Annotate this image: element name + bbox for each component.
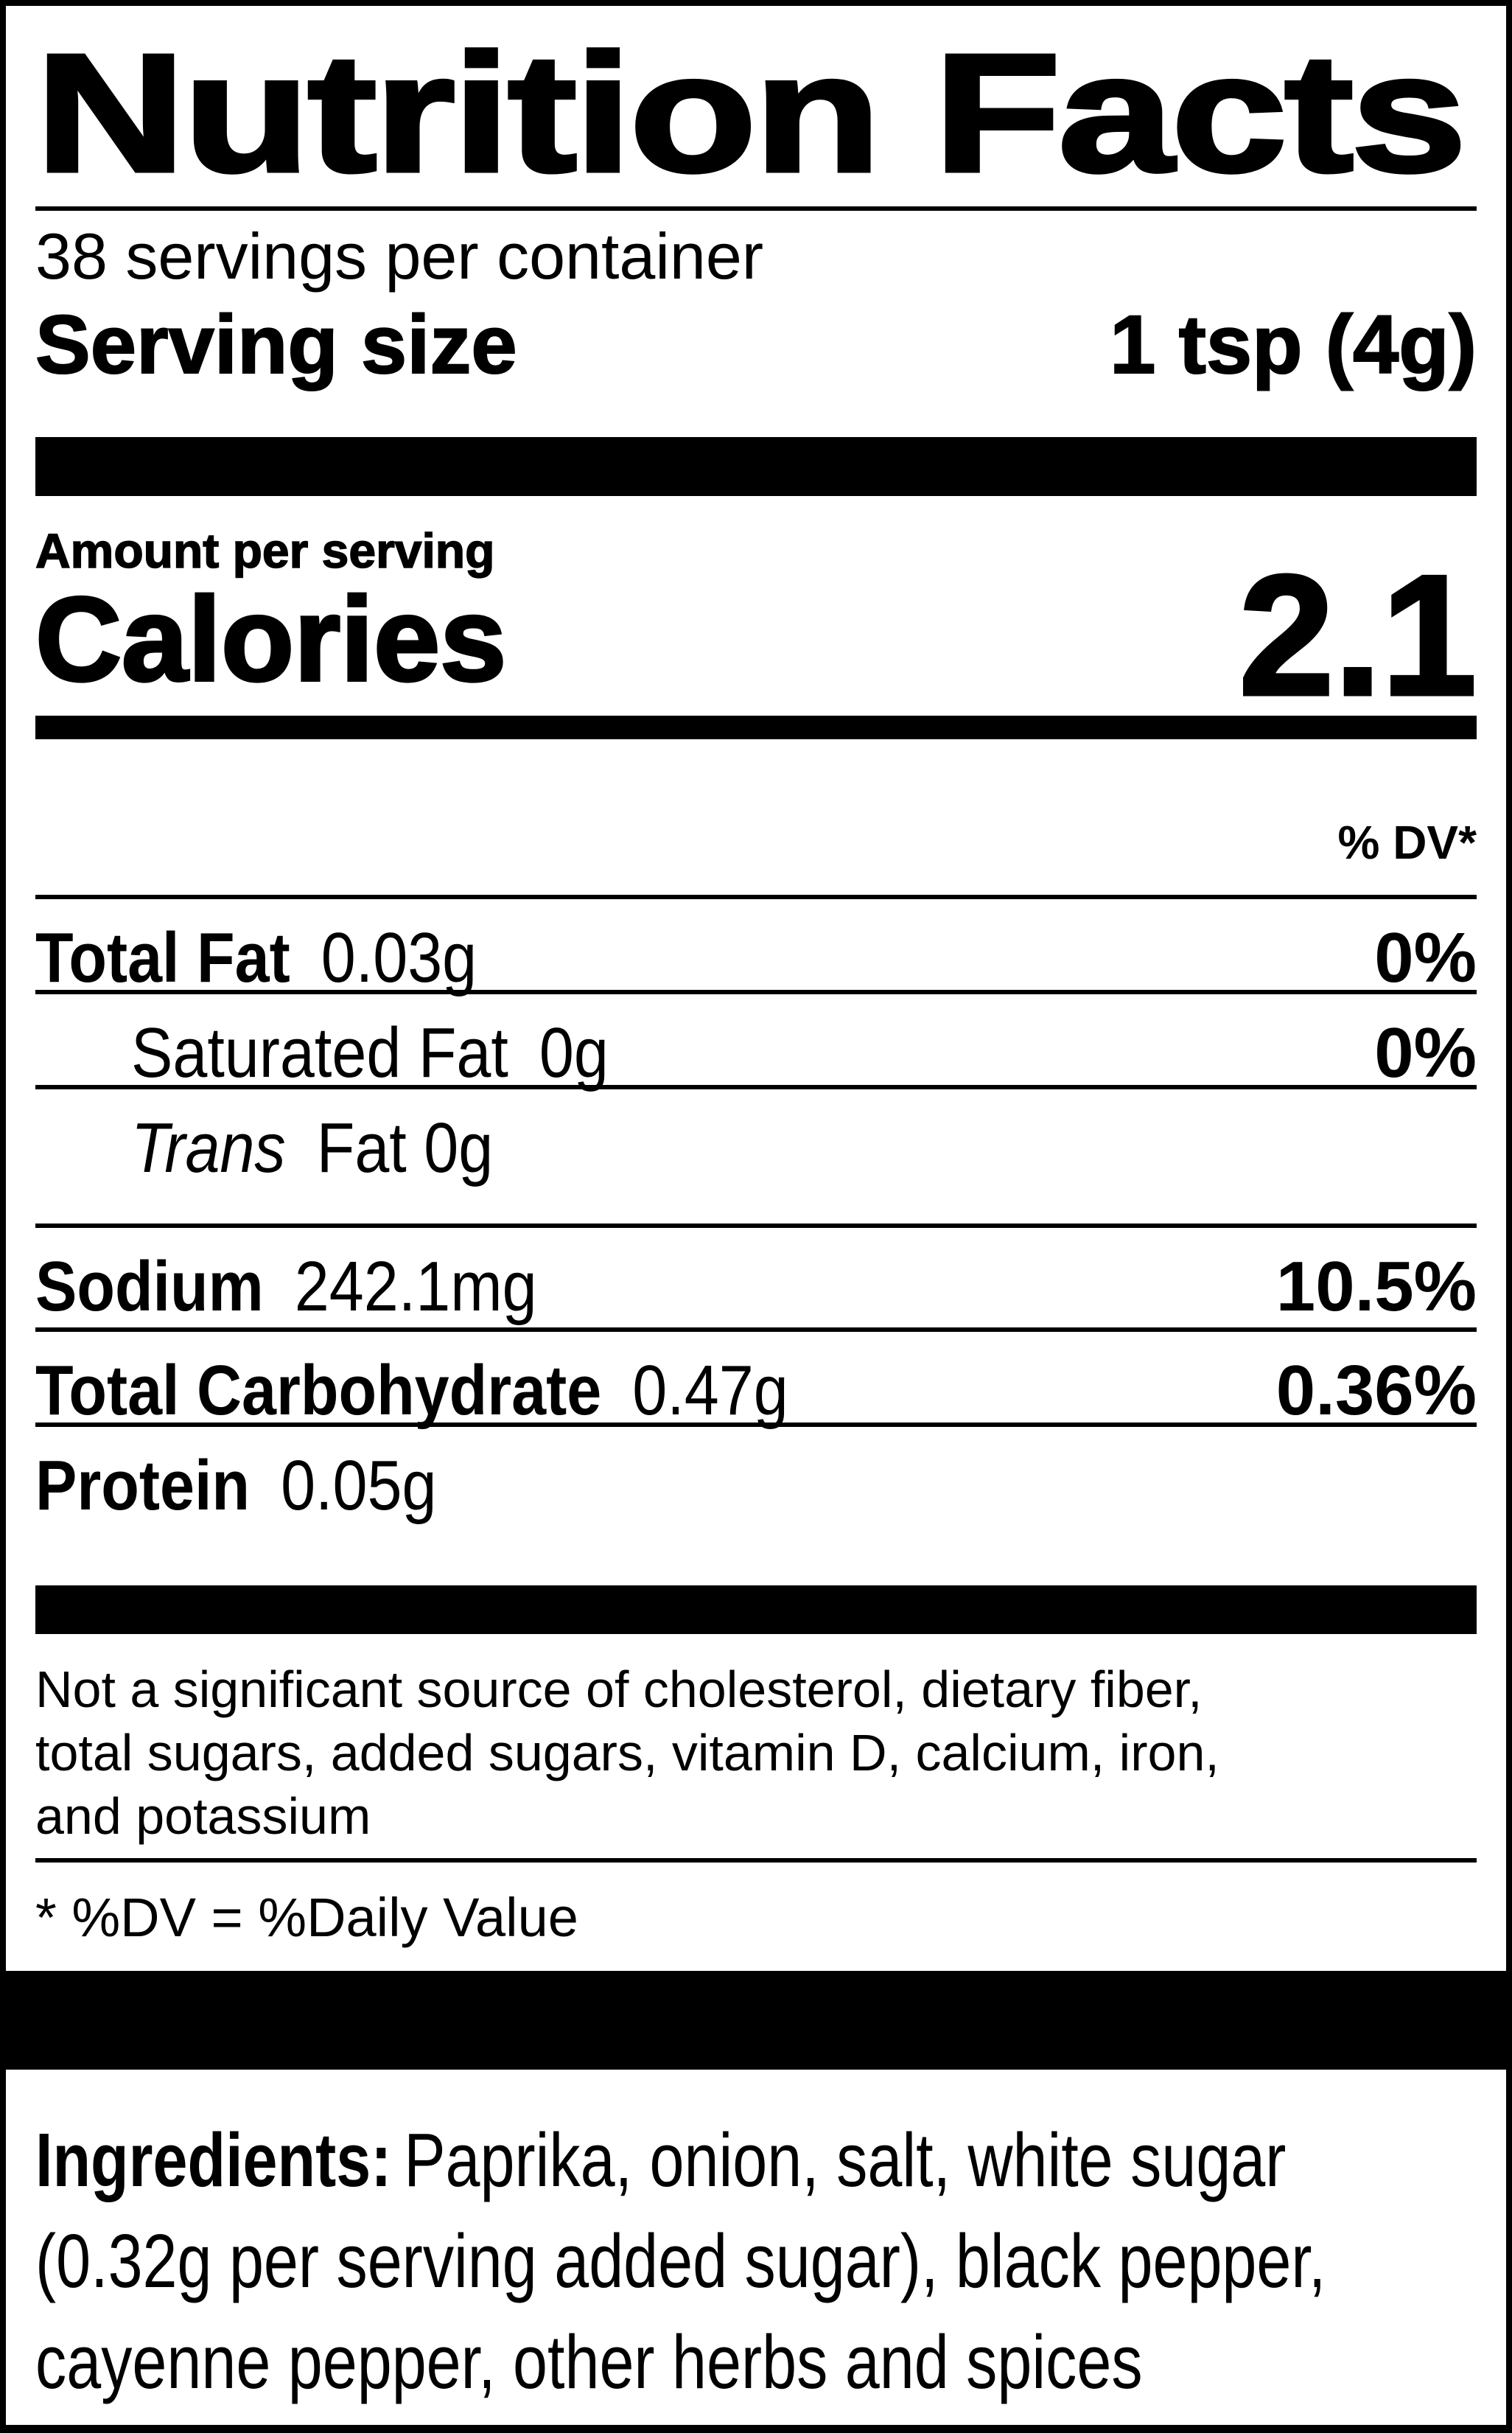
nutrient-row-sodium: Sodium 242.1mg 10.5% — [35, 1228, 1477, 1327]
calories-value: 2.1 — [1237, 540, 1479, 731]
nutrient-dv: 0% — [1374, 1013, 1477, 1092]
nutrient-row-saturated-fat: Saturated Fat 0g 0% — [35, 994, 1477, 1090]
divider-rule — [35, 206, 1477, 211]
ingredients-divider-band — [6, 1971, 1506, 2070]
ingredients-label: Ingredients: — [35, 2118, 392, 2202]
nutrient-amount: 242.1mg — [294, 1247, 537, 1326]
nutrient-left: Total Carbohydrate 0.47g — [35, 1354, 788, 1428]
daily-value-header: % DV* — [1337, 816, 1477, 869]
nutrient-name: Total Carbohydrate — [35, 1351, 602, 1430]
divider-rule — [35, 1858, 1477, 1863]
separator-bar-medium — [35, 716, 1477, 739]
daily-value-footnote: * %DV = %Daily Value — [35, 1887, 578, 1948]
serving-size-row: Serving size 1 tsp (4g) — [35, 299, 1477, 391]
ingredients-section: Ingredients: Paprika, onion, salt, white … — [35, 2109, 1477, 2412]
ingredients-line: cayenne pepper, other herbs and spices — [35, 2311, 1477, 2412]
nutrient-left: Protein 0.05g — [35, 1449, 436, 1523]
nutrient-row-total-fat: Total Fat 0.03g 0% — [35, 899, 1477, 995]
nutrient-left: Trans Fat 0g — [131, 1111, 493, 1185]
ingredients-text: cayenne pepper, other herbs and spices — [35, 2319, 1143, 2404]
divider-rule — [35, 1327, 1477, 1332]
calories-row: Calories 2.1 — [34, 540, 1479, 731]
label-title: Nutrition Facts — [33, 20, 1469, 207]
ingredients-line: (0.32g per serving added sugar), black p… — [35, 2210, 1477, 2311]
nutrient-name: Saturated Fat — [131, 1013, 508, 1092]
amount-per-serving: Amount per serving — [35, 523, 495, 578]
label-title-wrap: Nutrition Facts — [33, 20, 1477, 207]
nutrient-dv: 10.5% — [1275, 1247, 1477, 1326]
nutrient-amount: 0.47g — [632, 1351, 788, 1430]
nutrient-name: Total Fat — [35, 918, 290, 997]
note-line: Not a significant source of cholesterol,… — [35, 1661, 1203, 1718]
label-content: Nutrition Facts 38 servings per containe… — [6, 20, 1506, 2412]
ingredients-line: Ingredients: Paprika, onion, salt, white … — [35, 2109, 1477, 2210]
divider-rule — [35, 1423, 1477, 1427]
nutrient-dv: 0.36% — [1275, 1351, 1477, 1430]
nutrient-amount: Fat 0g — [316, 1109, 494, 1187]
nutrient-amount: 0.05g — [281, 1446, 437, 1525]
serving-size-label: Serving size — [35, 299, 518, 391]
nutrient-amount: 0g — [539, 1013, 609, 1092]
divider-rule — [35, 895, 1477, 899]
nutrient-row-trans-fat: Trans Fat 0g — [35, 1089, 1477, 1224]
nutrient-row-total-carbohydrate: Total Carbohydrate 0.47g 0.36% — [35, 1332, 1477, 1428]
separator-bar-thick — [35, 437, 1477, 496]
ingredients-text: Paprika, onion, salt, white sugar — [404, 2118, 1287, 2202]
separator-bar-bottom — [35, 1585, 1477, 1634]
nutrient-left: Total Fat 0.03g — [35, 921, 477, 995]
nutrient-name: Trans — [131, 1109, 286, 1187]
note-line: total sugars, added sugars, vitamin D, c… — [35, 1724, 1219, 1781]
divider-rule — [35, 1085, 1477, 1089]
nutrient-amount: 0.03g — [321, 918, 477, 997]
divider-rule — [35, 1224, 1477, 1228]
calories-label: Calories — [34, 573, 508, 706]
nutrient-left: Sodium 242.1mg — [35, 1250, 537, 1324]
divider-rule — [35, 990, 1477, 994]
nutrient-left: Saturated Fat 0g — [131, 1016, 609, 1090]
servings-per-container: 38 servings per container — [35, 220, 764, 293]
nutrient-dv: 0% — [1374, 918, 1477, 997]
not-significant-source-note: Not a significant source of cholesterol,… — [35, 1658, 1477, 1848]
serving-size-value: 1 tsp (4g) — [1109, 299, 1477, 391]
nutrient-name: Protein — [35, 1446, 251, 1525]
nutrient-row-protein: Protein 0.05g — [35, 1427, 1477, 1585]
nutrient-name: Sodium — [35, 1247, 264, 1326]
note-line: and potassium — [35, 1787, 371, 1845]
ingredients-text: (0.32g per serving added sugar), black p… — [35, 2219, 1326, 2303]
